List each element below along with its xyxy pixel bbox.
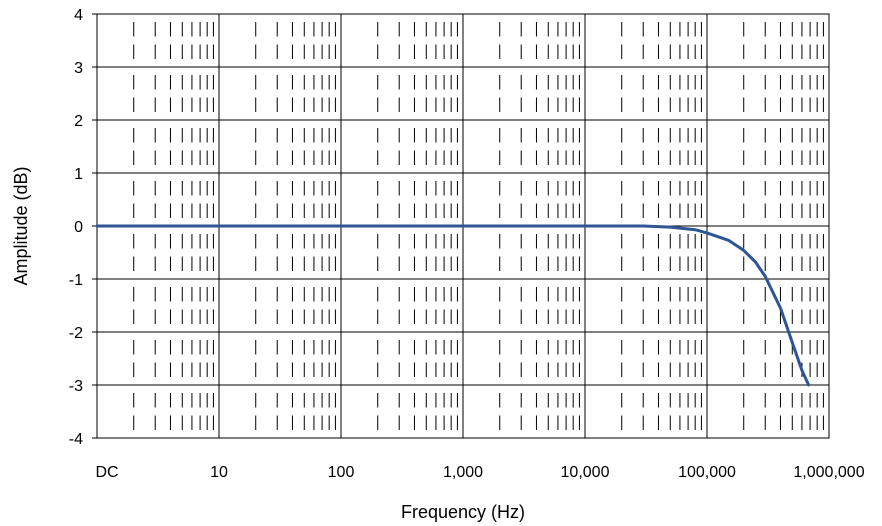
y-tick-label: -3: [69, 378, 83, 395]
y-tick-label: 0: [74, 219, 83, 236]
x-tick-label: 1,000: [443, 464, 483, 481]
x-tick-label: 100: [328, 464, 355, 481]
y-axis-title: Amplitude (dB): [11, 166, 31, 285]
y-tick-label: 1: [74, 166, 83, 183]
y-tick-label: 3: [74, 60, 83, 77]
y-tick-label: -2: [69, 325, 83, 342]
x-tick-label: 10,000: [561, 464, 610, 481]
x-tick-label: 1,000,000: [793, 464, 864, 481]
y-tick-label: 2: [74, 113, 83, 130]
x-axis-tick-labels: DC 10 100 1,000 10,000 100,000 1,000,000: [95, 464, 864, 481]
x-axis-title: Frequency (Hz): [401, 502, 525, 522]
series-line: [95, 224, 811, 387]
y-tick-label: -4: [69, 431, 83, 448]
x-tick-label: DC: [95, 464, 118, 481]
y-axis-tick-labels: 4 3 2 1 0 -1 -2 -3 -4: [69, 7, 83, 448]
y-tick-label: -1: [69, 272, 83, 289]
minor-ticks: [133, 22, 824, 430]
y-tick-label: 4: [74, 7, 83, 24]
x-tick-label: 10: [210, 464, 228, 481]
x-tick-label: 100,000: [678, 464, 736, 481]
